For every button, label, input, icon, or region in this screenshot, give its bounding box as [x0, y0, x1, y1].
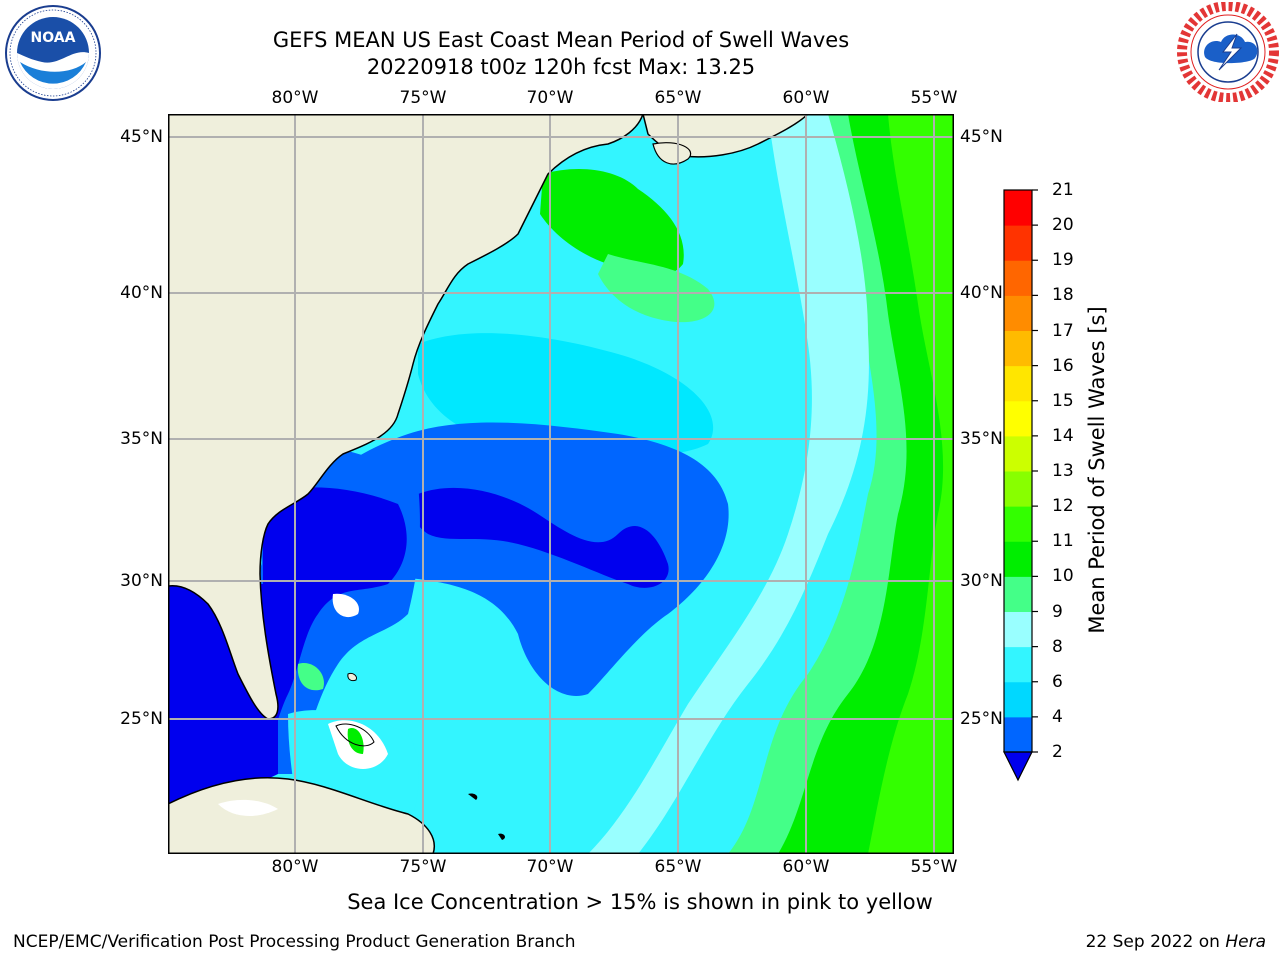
lon-tick-top: 60°W [782, 88, 830, 108]
colorbar-tick-label: 20 [1052, 215, 1074, 236]
colorbar-cell [1004, 400, 1032, 437]
colorbar-cell [1004, 471, 1032, 507]
chart-subtitle: 20220918 t00z 120h fcst Max: 13.25 [366, 55, 756, 79]
colorbar-tick-label: 16 [1052, 355, 1074, 376]
footer-credit: NCEP/EMC/Verification Post Processing Pr… [13, 932, 576, 952]
lon-tick-bottom: 70°W [526, 857, 574, 877]
footer-date: 22 Sep 2022 on Hera [1085, 932, 1266, 952]
colorbar-cell [1004, 716, 1032, 753]
colorbar-tick-label: 8 [1052, 636, 1063, 657]
lat-tick-left: 40°N [120, 283, 163, 303]
map-frame [168, 114, 954, 854]
colorbar-cell [1004, 435, 1032, 472]
footer-host: Hera [1225, 932, 1266, 952]
lon-tick-top: 65°W [654, 88, 702, 108]
colorbar-tick-label: 12 [1052, 496, 1074, 517]
colorbar-tick-label: 14 [1052, 425, 1074, 446]
lon-tick-bottom: 80°W [271, 857, 319, 877]
lon-tick-top: 55°W [910, 88, 958, 108]
swell-patch-bahamas-green [297, 663, 324, 691]
swell-patch-gulf-of-maine [540, 169, 684, 276]
lon-tick-bottom: 65°W [654, 857, 702, 877]
colorbar-tick-label: 13 [1052, 461, 1074, 481]
land-island-1 [468, 793, 478, 800]
colorbar-tick-label: 4 [1052, 706, 1063, 727]
lon-tick-bottom: 55°W [910, 857, 958, 877]
swell-band-8-9 [588, 114, 869, 854]
swell-core-se-coast [263, 487, 407, 774]
lat-tick-left: 35°N [120, 429, 163, 449]
land-bahamas-outline [335, 723, 375, 747]
colorbar-cell [1004, 541, 1032, 577]
colorbar-cell [1004, 681, 1032, 718]
colorbar-tick-label: 21 [1052, 180, 1074, 200]
graticule [168, 114, 954, 854]
lat-tick-right: 40°N [960, 283, 1003, 303]
nws-logo-icon [1177, 2, 1279, 102]
lat-tick-left: 25°N [120, 709, 163, 729]
chart-title: GEFS MEAN US East Coast Mean Period of S… [272, 28, 850, 52]
land-cuba [168, 776, 435, 854]
swell-period-map [168, 114, 954, 854]
noaa-logo-text: NOAA [31, 30, 76, 46]
lat-tick-left: 45°N [120, 127, 163, 147]
lat-tick-right: 30°N [960, 571, 1003, 591]
swell-patch-georges [598, 254, 715, 323]
lon-tick-bottom: 60°W [782, 857, 830, 877]
land-island-2 [498, 833, 505, 840]
lat-tick-right: 25°N [960, 709, 1003, 729]
colorbar-tick-label: 19 [1052, 250, 1074, 271]
colorbar-label: Mean Period of Swell Waves [s] [1085, 306, 1109, 634]
colorbar-cell [1004, 190, 1032, 226]
sea-ice-note: Sea Ice Concentration > 15% is shown in … [347, 890, 933, 914]
lat-tick-right: 45°N [960, 127, 1003, 147]
lon-tick-top: 75°W [399, 88, 447, 108]
land-mask-small [332, 593, 359, 618]
colorbar [1003, 189, 1038, 782]
colorbar-cell [1004, 646, 1032, 683]
colorbar-tick-label: 10 [1052, 566, 1074, 587]
colorbar-tick-label: 6 [1052, 671, 1063, 692]
colorbar-cell [1004, 576, 1032, 612]
lon-tick-bottom: 75°W [399, 857, 447, 877]
lat-tick-right: 35°N [960, 429, 1003, 449]
land-us-east-coast [168, 114, 644, 720]
colorbar-cell [1004, 611, 1032, 648]
colorbar-cell [1004, 506, 1032, 542]
swell-band-10-11 [778, 114, 954, 854]
colorbar-tick-label: 17 [1052, 320, 1074, 341]
colorbar-cell [1004, 365, 1032, 402]
colorbar-tick-label: 18 [1052, 285, 1074, 306]
land-nova-scotia [652, 142, 691, 165]
swell-core-central [412, 487, 669, 588]
land-grand-bahama [347, 673, 357, 682]
lon-tick-top: 80°W [271, 88, 319, 108]
colorbar-tick-label: 11 [1052, 531, 1074, 552]
lat-tick-left: 30°N [120, 571, 163, 591]
ice-mask-cuba-coast [218, 799, 278, 816]
colorbar-tick-label: 2 [1052, 742, 1063, 762]
noaa-logo-icon: NOAA [5, 5, 101, 101]
colorbar-tick-label: 15 [1052, 390, 1074, 411]
swell-patch-andros [347, 728, 364, 754]
colorbar-under-arrow [1003, 751, 1033, 782]
colorbar-cell [1004, 260, 1032, 296]
colorbar-cell [1004, 225, 1032, 261]
colorbar-cell [1004, 330, 1032, 367]
colorbar-cell [1004, 295, 1032, 331]
swell-band-11-12 [868, 114, 954, 854]
colorbar-tick-label: 9 [1052, 601, 1063, 622]
lon-tick-top: 70°W [526, 88, 574, 108]
